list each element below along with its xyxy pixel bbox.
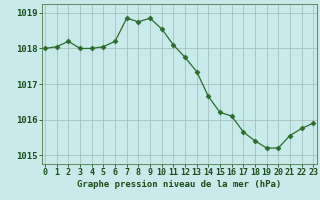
X-axis label: Graphe pression niveau de la mer (hPa): Graphe pression niveau de la mer (hPa) bbox=[77, 180, 281, 189]
